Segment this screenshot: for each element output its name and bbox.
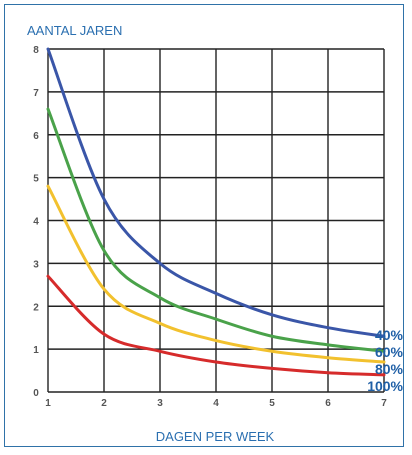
y-tick-label: 7: [33, 88, 39, 99]
legend-entry: 60%: [375, 344, 404, 360]
y-tick-label: 0: [33, 388, 39, 399]
y-tick-label: 8: [33, 45, 39, 56]
y-axis-title: AANTAL JAREN: [27, 23, 122, 38]
y-tick-label: 1: [33, 345, 39, 356]
y-tick-label: 5: [33, 174, 39, 185]
x-tick-label: 2: [101, 398, 107, 409]
series-lines: [46, 47, 386, 377]
x-tick-label: 1: [45, 398, 51, 409]
series-line-100pct: [46, 274, 386, 377]
series-line-40pct: [46, 47, 386, 338]
y-tick-label: 4: [33, 217, 39, 228]
y-tick-label: 6: [33, 131, 39, 142]
legend-entry: 80%: [375, 361, 404, 377]
legend-entry: 40%: [375, 327, 404, 343]
series-line-60pct: [46, 107, 386, 353]
y-tick-label: 3: [33, 259, 39, 270]
x-axis-title: DAGEN PER WEEK: [156, 429, 275, 444]
x-tick-label: 7: [381, 398, 387, 409]
legend-entry: 100%: [367, 378, 403, 394]
x-tick-label: 6: [325, 398, 331, 409]
y-tick-label: 2: [33, 302, 39, 313]
legend: 40%60%80%100%: [367, 327, 403, 394]
x-tick-label: 3: [157, 398, 163, 409]
x-tick-label: 4: [213, 398, 219, 409]
series-line-80pct: [46, 184, 386, 364]
x-tick-label: 5: [269, 398, 275, 409]
